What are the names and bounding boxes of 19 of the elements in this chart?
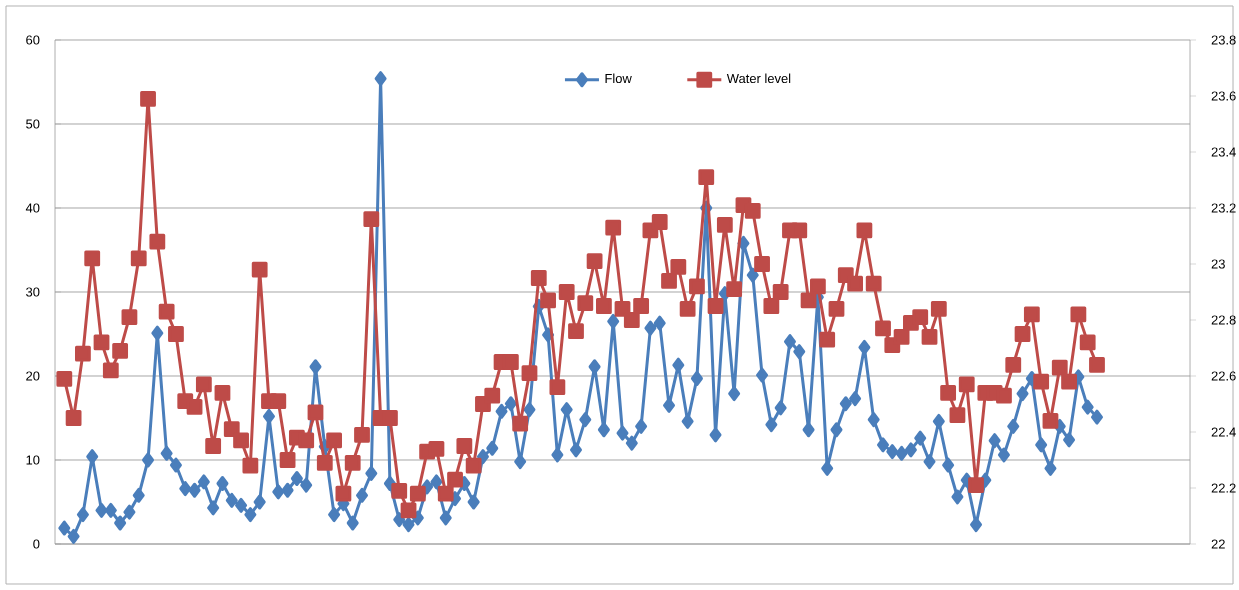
legend-label: Water level: [726, 73, 791, 84]
y2-tick-label: 22: [1211, 539, 1225, 549]
legend-label: Flow: [605, 73, 632, 84]
y-tick-label: 40: [25, 203, 40, 213]
y-tick-label: 20: [26, 371, 40, 381]
y2-tick-label: 22.6: [1211, 371, 1236, 381]
y2-tick-label: 22.4: [1211, 427, 1236, 437]
y2-tick-label: 22.8: [1211, 315, 1236, 325]
y-tick-label: 30: [26, 287, 40, 297]
y-tick-label: 50: [26, 119, 40, 129]
y2-tick-label: 23.4: [1211, 147, 1236, 157]
y2-tick-label: 22.2: [1211, 483, 1236, 493]
y-tick-label: 0: [33, 539, 40, 549]
y-tick-label: 60: [26, 35, 40, 45]
y2-tick-label: 23.6: [1211, 91, 1236, 101]
y2-tick-label: 23.8: [1211, 35, 1236, 45]
y2-tick-label: 23.2: [1211, 203, 1236, 213]
y2-tick-label: 23: [1211, 259, 1225, 269]
y-tick-label: 10: [26, 455, 40, 465]
